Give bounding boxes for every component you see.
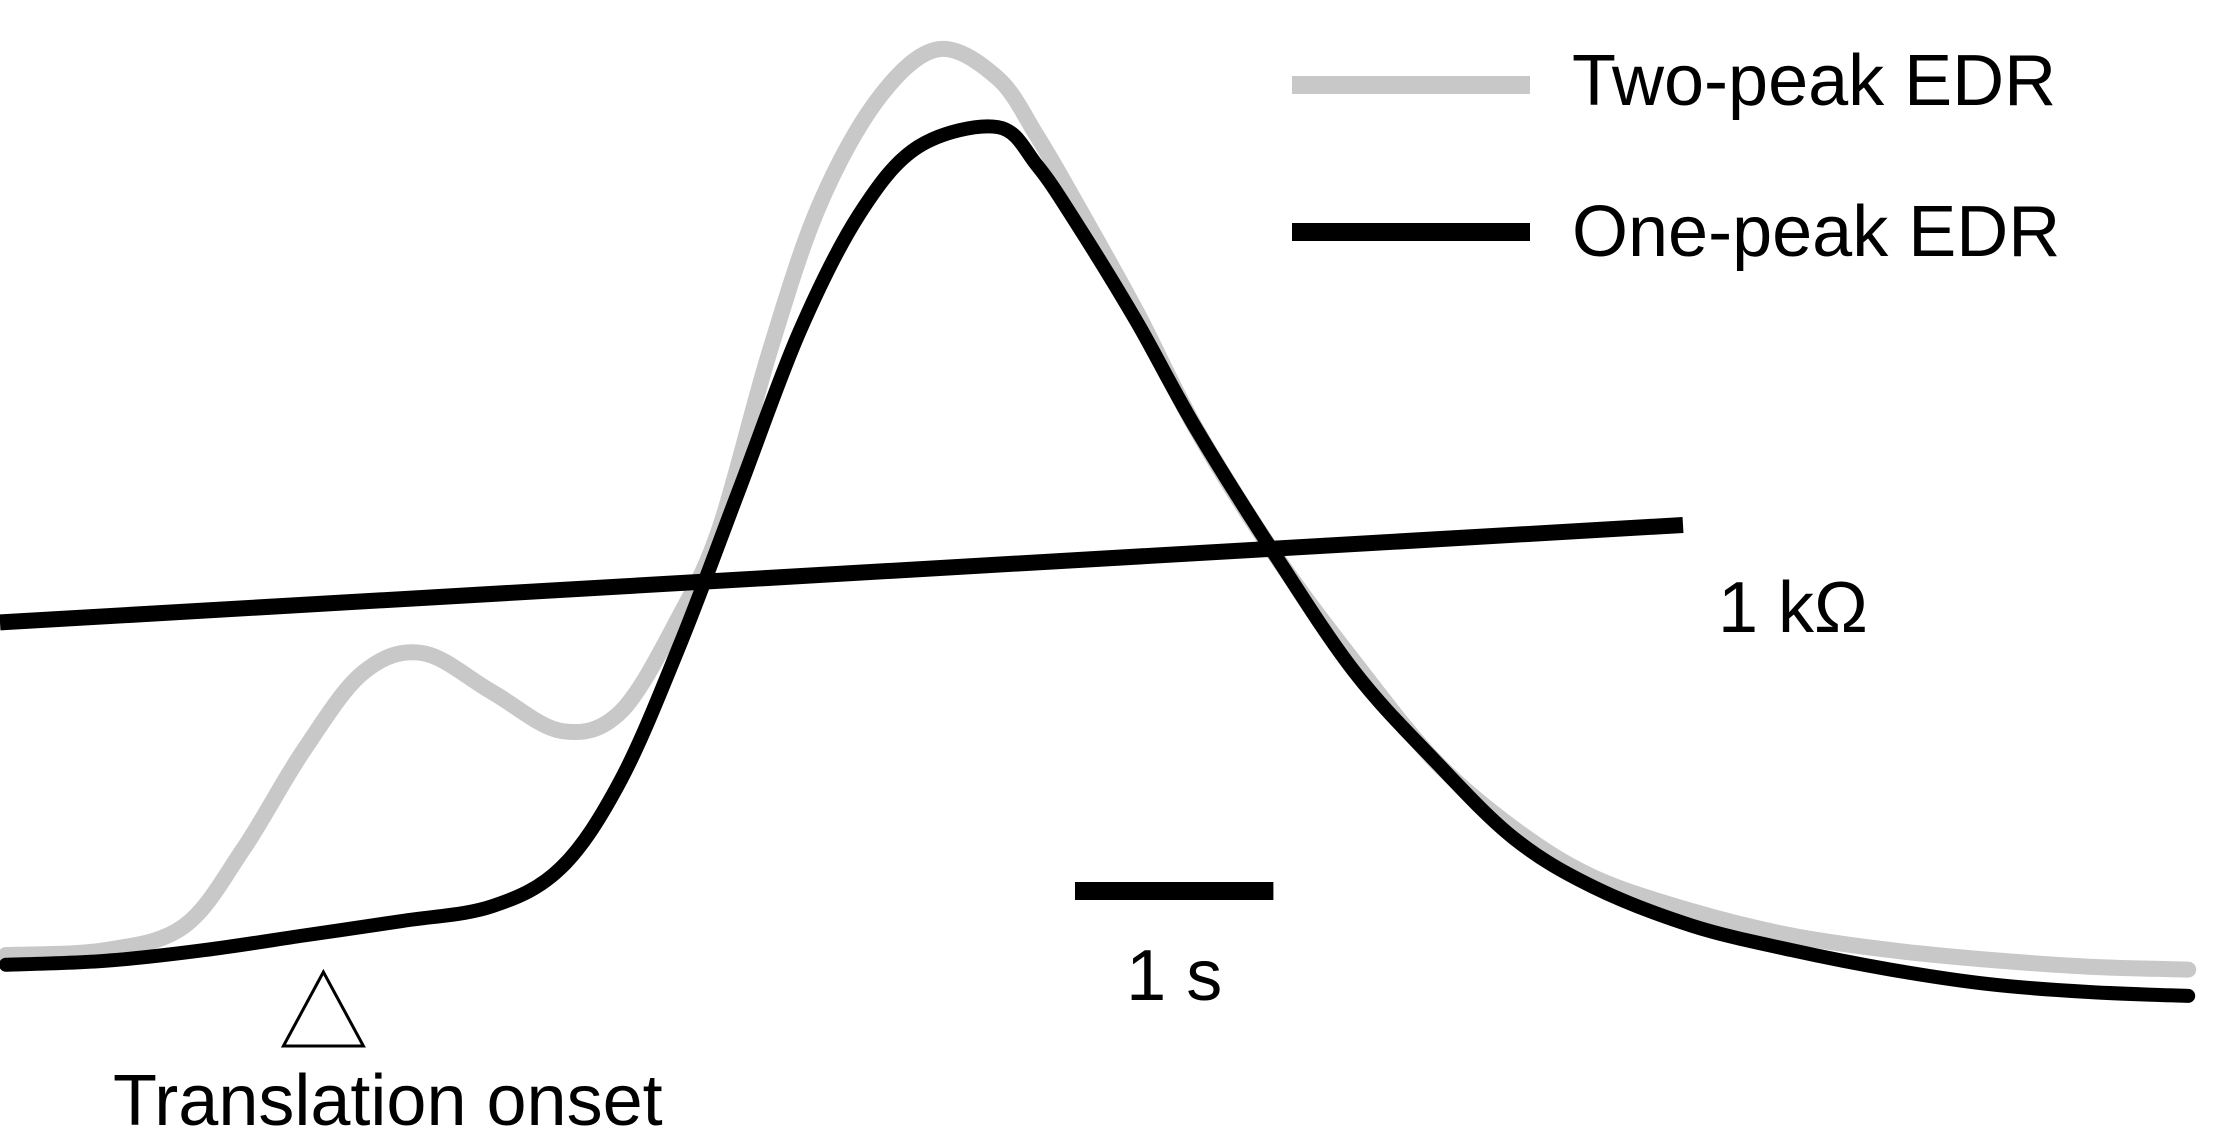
legend-label-two-peak: Two-peak EDR [1572, 41, 2056, 121]
resistance-scale-bar [0, 517, 1684, 631]
traces-group [0, 40, 2197, 1003]
series-line-one-peak-edr [0, 119, 2196, 1003]
series-line-two-peak-edr [0, 40, 2197, 978]
scale-bars: 1 kΩ 1 s [0, 517, 1868, 1016]
onset-annotation: Translation onset [113, 968, 663, 1139]
legend: Two-peak EDR One-peak EDR [1292, 41, 2060, 272]
legend-label-one-peak: One-peak EDR [1572, 192, 2060, 272]
onset-triangle-icon [280, 968, 366, 1048]
resistance-scale-label: 1 kΩ [1718, 568, 1868, 648]
onset-label: Translation onset [113, 1061, 663, 1139]
time-scale-label: 1 s [1126, 936, 1222, 1016]
